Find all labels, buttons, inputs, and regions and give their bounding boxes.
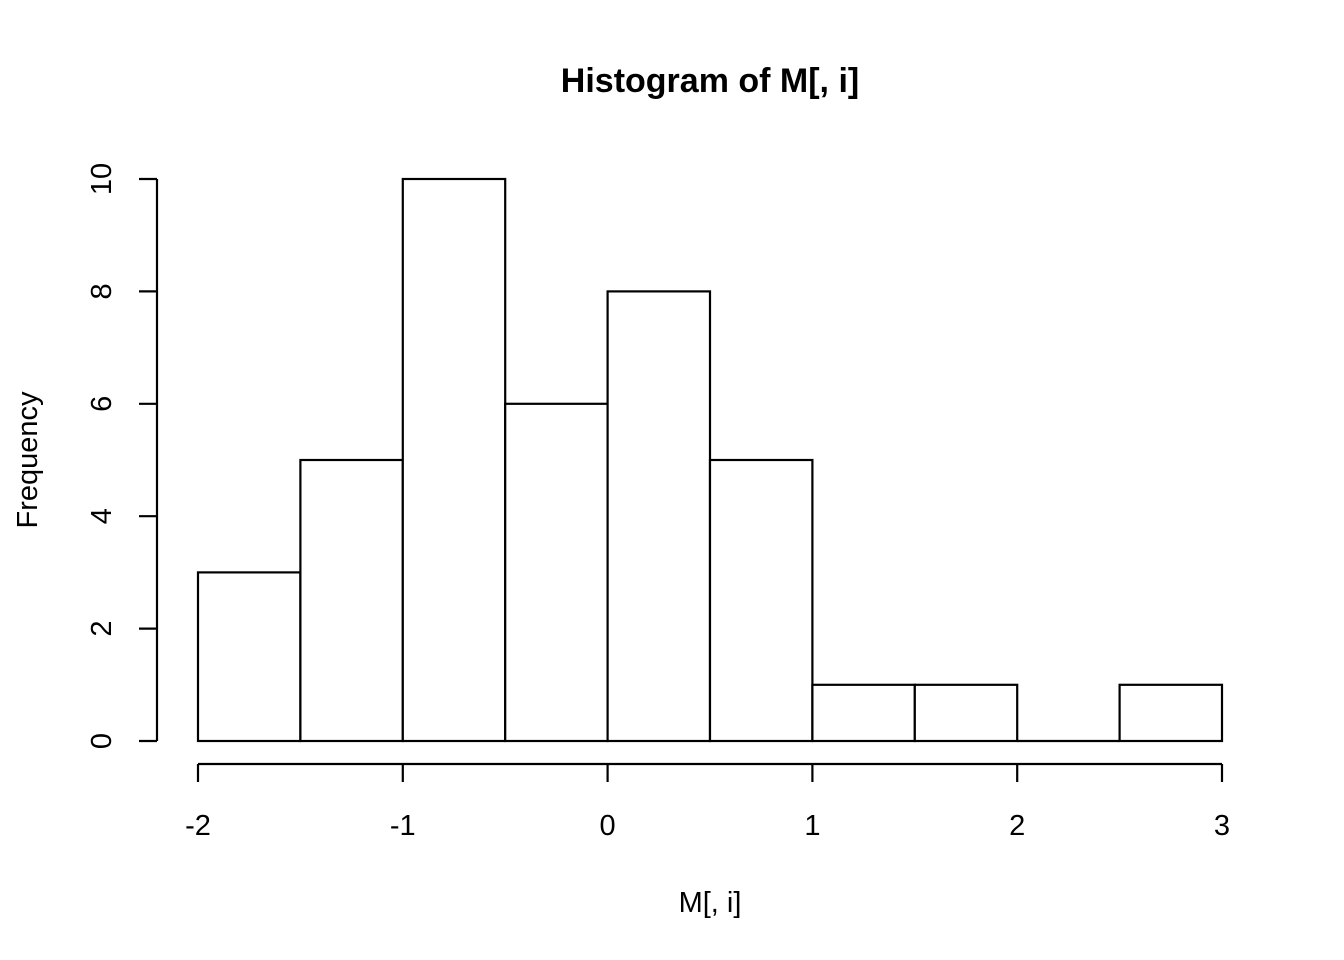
y-tick-label: 0 — [86, 733, 118, 749]
x-tick-label: 3 — [1214, 810, 1230, 842]
y-tick-label: 8 — [86, 283, 118, 299]
y-tick-label: 10 — [86, 163, 118, 195]
x-tick-label: -1 — [390, 810, 416, 842]
histogram-bar — [811, 683, 916, 743]
histogram-bar — [196, 571, 302, 743]
x-axis-label: M[, i] — [679, 887, 742, 919]
histogram-bar — [913, 683, 1019, 743]
histogram-bar — [504, 402, 609, 743]
y-axis: 0 2 4 6 8 10 — [86, 163, 159, 749]
y-axis-label: Frequency — [12, 391, 44, 529]
x-tick-label: 0 — [600, 810, 616, 842]
x-axis: -2 -1 0 1 2 3 — [185, 762, 1230, 842]
x-tick-label: 2 — [1009, 810, 1025, 842]
y-tick-label: 2 — [86, 621, 118, 637]
histogram-bar — [1118, 683, 1224, 743]
x-tick-label: -2 — [185, 810, 211, 842]
histogram-bar — [708, 458, 814, 743]
histogram-bar — [606, 290, 712, 743]
histogram-bar — [401, 177, 507, 743]
x-tick-label: 1 — [804, 810, 820, 842]
chart-title: Histogram of M[, i] — [561, 62, 859, 100]
y-tick-label: 6 — [86, 396, 118, 412]
bars-group — [196, 177, 1224, 743]
histogram-bar — [299, 458, 404, 743]
y-tick-label: 4 — [86, 508, 118, 524]
